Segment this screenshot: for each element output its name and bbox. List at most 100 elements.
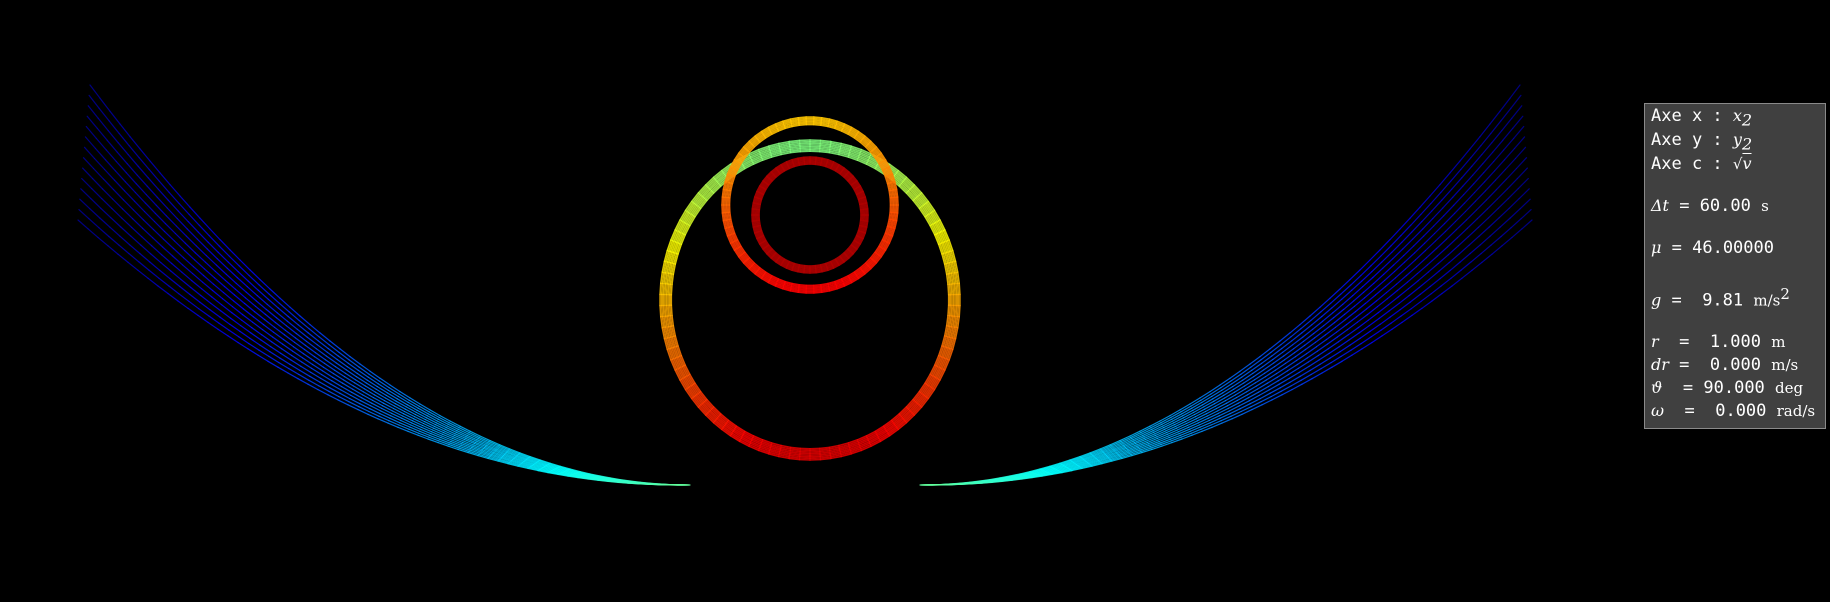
trajectory-segment xyxy=(207,321,219,330)
trajectory-segment xyxy=(198,308,210,317)
trajectory-segment xyxy=(839,448,851,453)
trajectory-segment xyxy=(372,399,384,407)
trajectory-segment xyxy=(826,160,834,165)
trajectory-segment xyxy=(1146,437,1159,443)
trajectory-segment xyxy=(1474,190,1487,202)
trajectory-segment xyxy=(315,348,327,357)
trajectory-segment xyxy=(762,175,768,182)
trajectory-segment xyxy=(727,226,732,236)
trajectory-segment xyxy=(727,174,732,184)
trajectory-segment xyxy=(117,142,129,156)
trajectory-segment xyxy=(1308,359,1320,367)
trajectory-segment xyxy=(784,125,793,130)
trajectory-segment xyxy=(1321,366,1333,374)
trajectory-segment xyxy=(762,275,771,281)
trajectory-segment xyxy=(888,166,894,175)
trajectory-segment xyxy=(664,315,668,328)
trajectory-segment xyxy=(869,151,876,159)
trajectory-segment xyxy=(567,475,579,479)
trajectory-segment xyxy=(674,357,681,369)
trajectory-segment xyxy=(819,282,829,286)
trajectory-segment xyxy=(1130,450,1142,455)
trajectory-segment xyxy=(789,289,800,294)
trajectory-segment xyxy=(783,283,793,288)
trajectory-segment xyxy=(764,133,773,139)
trajectory-segment xyxy=(1126,445,1139,451)
trajectory-segment xyxy=(782,165,789,170)
trajectory-segment xyxy=(1113,445,1126,451)
trajectory-segment xyxy=(1239,363,1251,372)
trajectory-segment xyxy=(789,118,800,122)
trajectory-segment xyxy=(1073,459,1086,464)
trajectory-segment xyxy=(1288,371,1300,379)
trajectory-segment xyxy=(742,262,751,270)
trajectory-segment xyxy=(834,124,844,129)
trajectory-segment xyxy=(188,213,200,226)
trajectory-segment xyxy=(939,231,946,243)
trajectory-segment xyxy=(919,396,928,407)
trajectory-segment xyxy=(756,225,760,233)
axis-x-subscript: 2 xyxy=(1741,110,1753,130)
trajectory-segment xyxy=(1270,344,1282,353)
trajectory-segment xyxy=(1315,338,1328,348)
trajectory-segment xyxy=(1478,226,1490,237)
trajectory-segment xyxy=(790,285,800,289)
trajectory-segment xyxy=(752,202,756,210)
trajectory-segment xyxy=(684,224,691,236)
trajectory-segment xyxy=(761,235,766,242)
trajectory-segment xyxy=(857,156,869,162)
trajectory-segment xyxy=(478,436,490,443)
trajectory-segment xyxy=(814,160,823,164)
trajectory-segment xyxy=(901,181,911,191)
trajectory-segment xyxy=(853,234,858,242)
trajectory-segment xyxy=(277,366,289,374)
trajectory-segment xyxy=(1227,402,1239,409)
trajectory-segment xyxy=(1380,245,1392,257)
trajectory-segment xyxy=(568,468,580,473)
trajectory-segment xyxy=(1383,270,1396,281)
trajectory-segment xyxy=(256,295,268,305)
trajectory-segment xyxy=(1455,219,1468,231)
trajectory-segment xyxy=(1043,467,1055,472)
trajectory-segment xyxy=(1130,432,1142,438)
trajectory-segment xyxy=(302,353,315,362)
trajectory-segment xyxy=(881,169,887,178)
trajectory-segment xyxy=(771,168,778,174)
trajectory-segment xyxy=(1271,347,1283,357)
trajectory-segment xyxy=(1285,359,1298,368)
trajectory-segment xyxy=(731,432,742,440)
trajectory-segment xyxy=(666,239,672,252)
trajectory-segment xyxy=(1032,469,1044,474)
trajectory-segment xyxy=(1501,117,1513,132)
trajectory-segment xyxy=(268,293,280,304)
trajectory-segment xyxy=(750,439,762,446)
trajectory-segment xyxy=(504,453,517,458)
trajectory-segment xyxy=(314,352,326,361)
trajectory-segment xyxy=(866,160,878,167)
trajectory-segment xyxy=(1299,369,1311,377)
trajectory-segment xyxy=(950,337,955,350)
trajectory-segment xyxy=(725,211,729,221)
trajectory-segment xyxy=(954,326,959,340)
trajectory-segment xyxy=(678,367,686,379)
trajectory-segment xyxy=(161,254,173,265)
trajectory-segment xyxy=(747,144,755,152)
trajectory-segment xyxy=(848,179,854,185)
trajectory-segment xyxy=(1430,191,1442,205)
trajectory-segment xyxy=(1183,411,1195,419)
trajectory-segment xyxy=(1435,238,1448,250)
trajectory-segment xyxy=(428,436,440,442)
trajectory-segment xyxy=(1366,306,1379,316)
trajectory-segment xyxy=(488,441,500,447)
trajectory-segment xyxy=(1180,405,1192,413)
trajectory-segment xyxy=(728,174,733,184)
trajectory-segment xyxy=(1125,444,1138,450)
trajectory-segment xyxy=(927,200,936,212)
trajectory-segment xyxy=(789,446,802,450)
trajectory-segment xyxy=(617,481,629,484)
trajectory-segment xyxy=(724,219,728,229)
trajectory-segment xyxy=(750,265,758,273)
trajectory-segment xyxy=(1150,422,1162,429)
trajectory-segment xyxy=(893,416,904,426)
trajectory-segment xyxy=(729,242,736,251)
